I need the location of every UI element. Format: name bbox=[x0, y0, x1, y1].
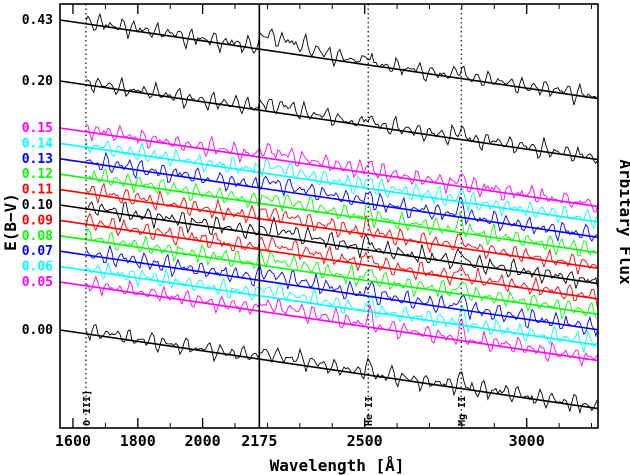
x-tick-label-2500: 2500 bbox=[347, 432, 383, 450]
y-axis-right-title: Arbitary Flux bbox=[616, 159, 630, 285]
spectrum-0.13 bbox=[85, 151, 599, 243]
series-label-0.43: 0.43 bbox=[22, 13, 53, 28]
fit-line-0.00 bbox=[59, 329, 599, 410]
line-annotation-2798: Mg II bbox=[457, 396, 468, 426]
fit-lines-group bbox=[59, 19, 599, 410]
series-label-0.08: 0.08 bbox=[22, 229, 53, 244]
series-label-0.05: 0.05 bbox=[22, 275, 53, 290]
fit-line-0.08 bbox=[59, 235, 599, 316]
fit-line-0.11 bbox=[59, 188, 599, 269]
spectrum-0.43 bbox=[85, 12, 599, 106]
series-label-0.06: 0.06 bbox=[22, 260, 53, 275]
x-tick-label-2000: 2000 bbox=[185, 432, 221, 450]
series-label-0.00: 0.00 bbox=[22, 323, 53, 338]
x-tick-label-1600: 1600 bbox=[55, 432, 91, 450]
series-label-0.07: 0.07 bbox=[22, 244, 53, 259]
series-labels-group: 0.43 0.20 0.150.140.130.120.110.100.090.08… bbox=[22, 13, 53, 338]
fit-line-0.12 bbox=[59, 173, 599, 254]
y-axis-title: E(B−V) bbox=[1, 193, 20, 251]
spectrum-0.10 bbox=[85, 201, 599, 289]
series-label-0.13: 0.13 bbox=[22, 152, 53, 167]
fit-line-0.05 bbox=[59, 281, 599, 362]
series-label-0.14: 0.14 bbox=[22, 136, 53, 151]
axes-group: 1600 1800 2000 2175 2500 3000 bbox=[55, 3, 599, 450]
series-label-0.11: 0.11 bbox=[22, 183, 53, 198]
fit-line-0.13 bbox=[59, 158, 599, 239]
x-tick-label-3000: 3000 bbox=[509, 432, 545, 450]
series-label-0.12: 0.12 bbox=[22, 167, 53, 182]
spectrum-0.14 bbox=[85, 140, 599, 230]
spectrum-0.11 bbox=[85, 182, 599, 275]
spectrum-0.12 bbox=[85, 168, 599, 257]
fit-line-0.09 bbox=[59, 219, 599, 300]
spectrum-0.05 bbox=[85, 275, 599, 368]
series-label-0.20: 0.20 bbox=[22, 74, 53, 89]
fit-line-0.07 bbox=[59, 250, 599, 331]
spectrum-0.20 bbox=[85, 77, 599, 164]
fit-line-0.20 bbox=[59, 80, 599, 161]
spectrum-0.00 bbox=[85, 323, 599, 415]
fit-line-0.15 bbox=[59, 127, 599, 208]
fit-line-0.10 bbox=[59, 204, 599, 285]
series-label-0.15: 0.15 bbox=[22, 121, 53, 136]
plot-frame bbox=[59, 3, 599, 429]
x-axis-title: Wavelength [Å] bbox=[270, 456, 405, 475]
fit-line-0.06 bbox=[59, 265, 599, 346]
spectrum-0.07 bbox=[85, 244, 599, 338]
spectra-group bbox=[85, 12, 599, 415]
fit-line-0.43 bbox=[59, 19, 599, 100]
x-tick-label-1800: 1800 bbox=[120, 432, 156, 450]
series-label-0.09: 0.09 bbox=[22, 213, 53, 228]
spectrum-0.09 bbox=[85, 212, 599, 310]
vertical-lines-group: O III] He II Mg II bbox=[82, 4, 468, 428]
spectrum-0.08 bbox=[85, 227, 598, 320]
x-tick-label-2175: 2175 bbox=[241, 432, 277, 450]
line-annotation-1640: O III] bbox=[82, 390, 93, 426]
line-annotation-2511: He II bbox=[364, 396, 375, 426]
fit-line-0.14 bbox=[59, 142, 599, 223]
series-label-0.10: 0.10 bbox=[22, 198, 53, 213]
